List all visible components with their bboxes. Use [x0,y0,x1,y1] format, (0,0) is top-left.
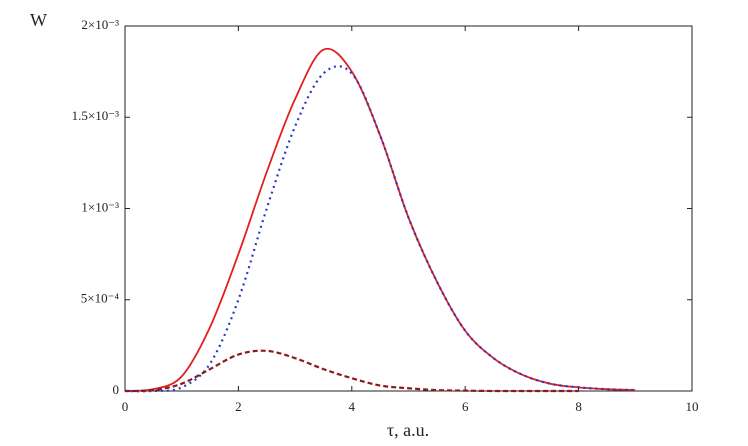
x-tick-label: 6 [462,399,469,414]
series-line [124,47,636,392]
y-tick-label: 0 [113,382,120,397]
x-tick-label: 4 [349,399,356,414]
series-line [124,349,579,393]
x-tick-label: 0 [122,399,129,414]
series-line [124,65,636,393]
x-tick-label: 8 [575,399,582,414]
y-tick-label: 1×10⁻³ [81,199,119,214]
x-axis-label: τ, a.u. [387,420,429,440]
x-tick-label: 2 [235,399,242,414]
y-tick-label: 2×10⁻³ [81,17,119,32]
y-tick-label: 5×10⁻⁴ [81,291,120,306]
plot-frame [124,25,693,392]
y-tick-label: 1.5×10⁻³ [72,108,119,123]
y-axis-label: W [30,10,47,30]
x-tick-label: 10 [686,399,699,414]
